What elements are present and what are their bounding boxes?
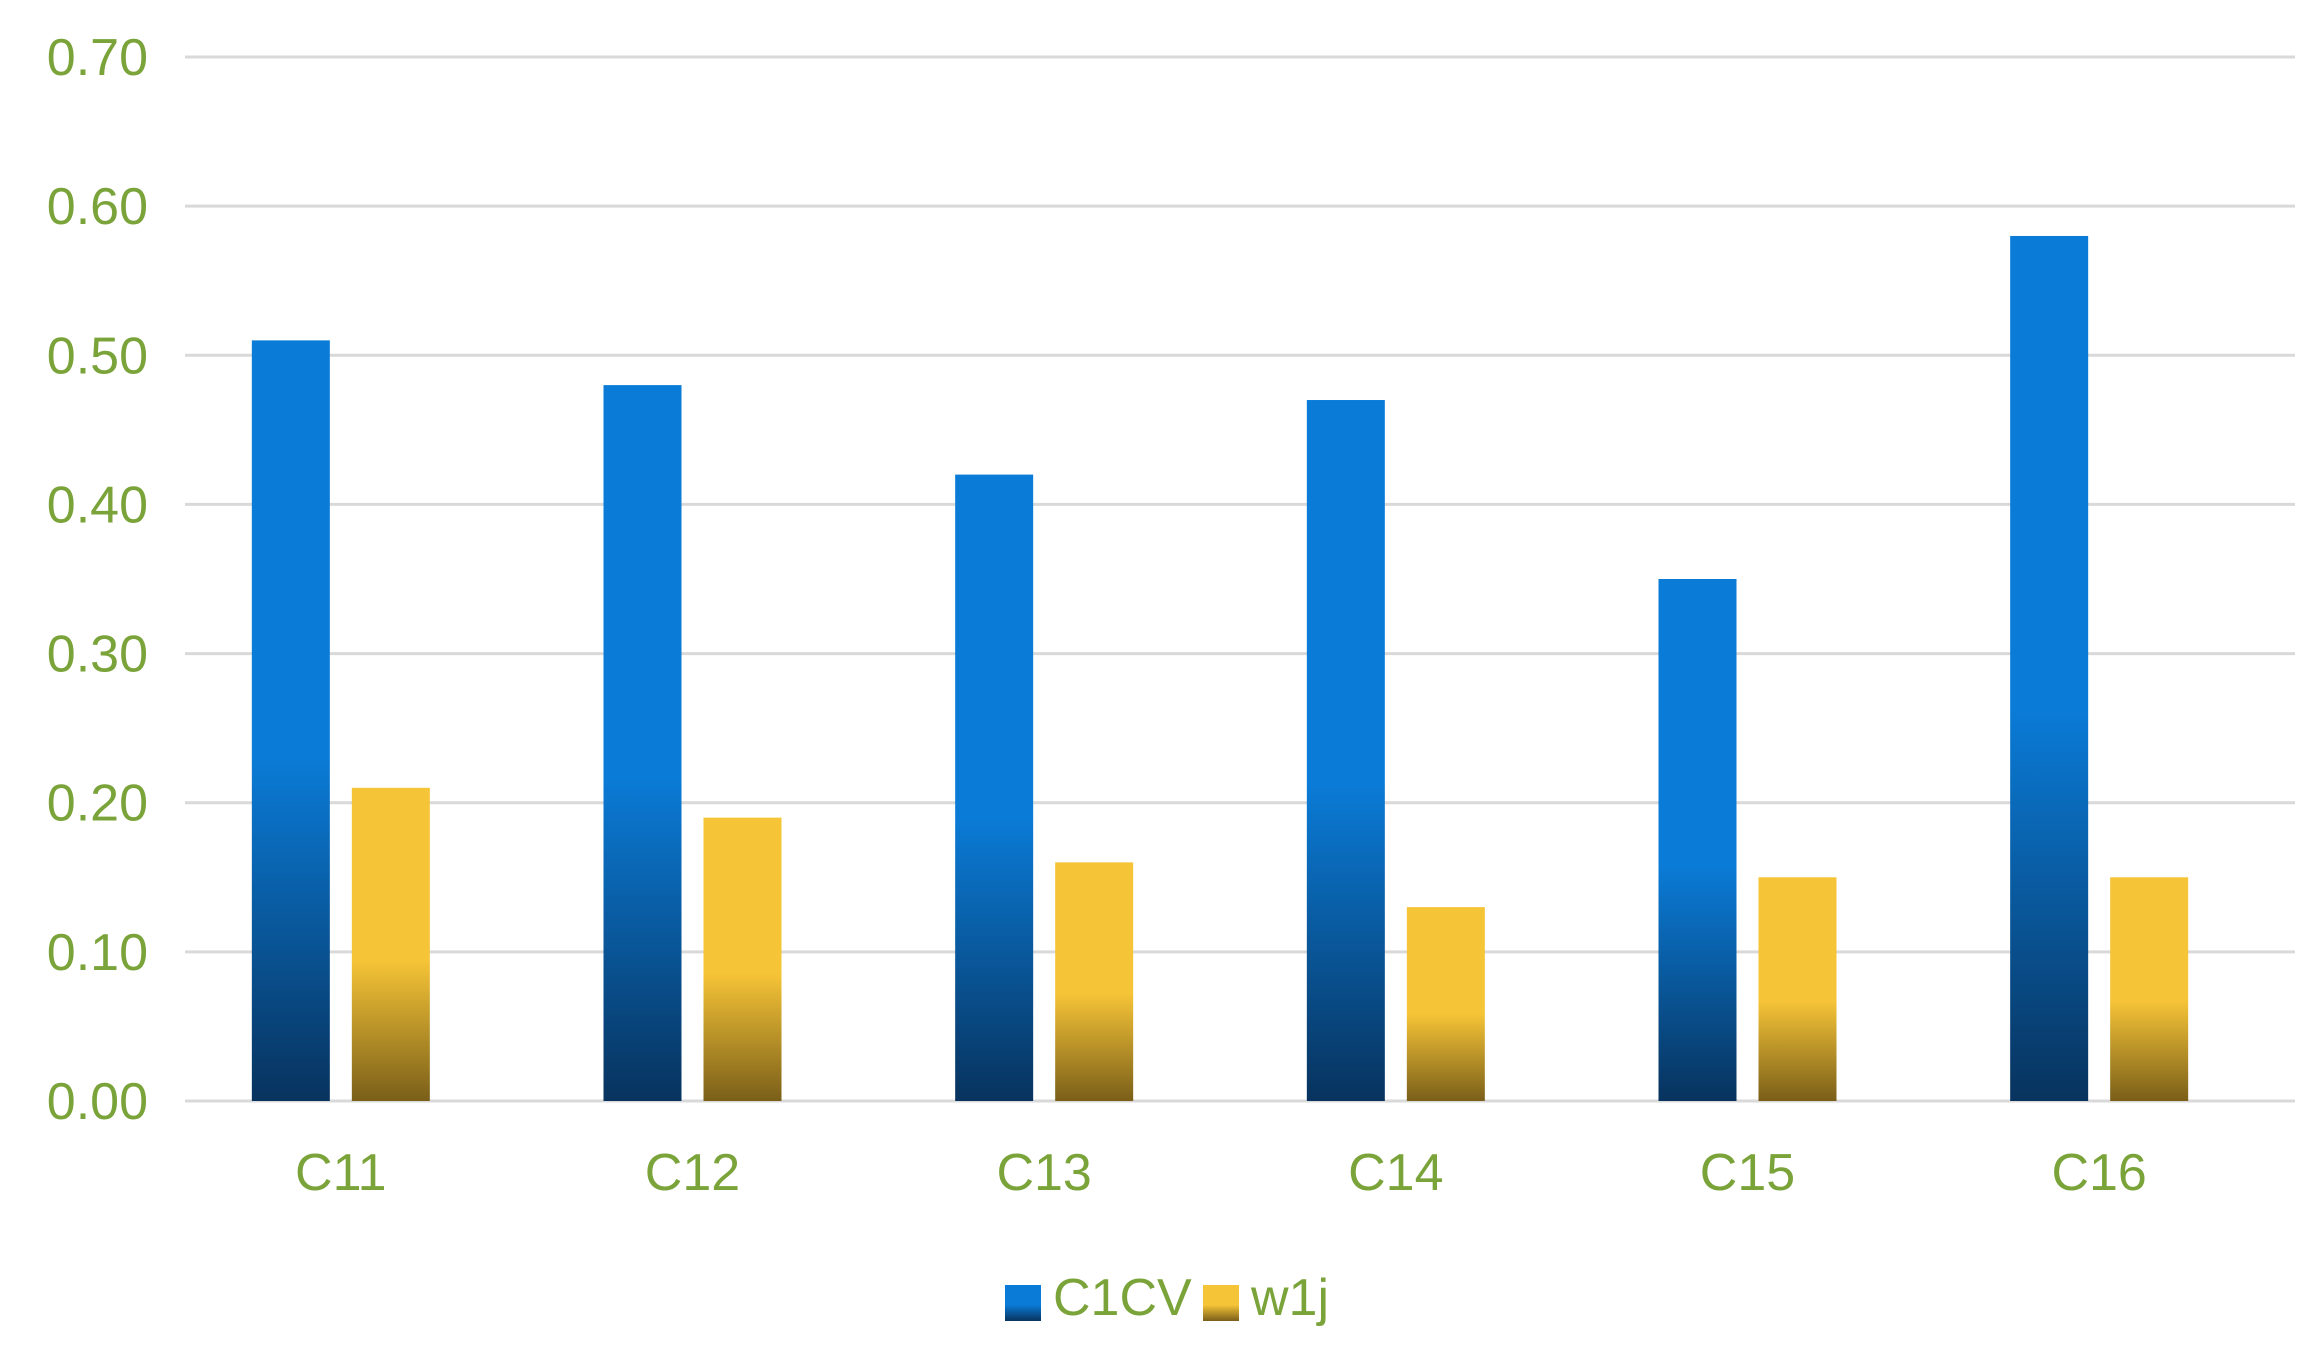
bar-w1j-C13: [1055, 862, 1134, 1101]
legend-label: C1CV: [1053, 1269, 1192, 1327]
x-tick-label: C12: [645, 1144, 740, 1202]
bar-C1CV-C15: [1658, 579, 1737, 1101]
y-tick-label: 0.40: [47, 476, 148, 534]
y-tick-label: 0.10: [47, 924, 148, 982]
bar-w1j-C15: [1758, 877, 1837, 1101]
legend: C1CV w1j: [1005, 1269, 1329, 1327]
legend-label: w1j: [1250, 1269, 1329, 1327]
y-axis-ticks: 0.00 0.10 0.20 0.30 0.40 0.50 0.60 0.70: [47, 29, 148, 1131]
y-tick-label: 0.60: [47, 178, 148, 236]
y-tick-label: 0.30: [47, 626, 148, 684]
bar-w1j-C16: [2110, 877, 2189, 1101]
bar-C1CV-C16: [2010, 235, 2089, 1101]
bar-w1j-C11: [351, 787, 430, 1101]
x-tick-label: C13: [996, 1144, 1091, 1202]
y-tick-label: 0.70: [47, 29, 148, 87]
gridlines: [185, 55, 2295, 1103]
y-tick-label: 0.50: [47, 327, 148, 385]
legend-swatch: [1005, 1285, 1041, 1321]
bar-w1j-C12: [703, 817, 782, 1101]
x-tick-label: C16: [2051, 1144, 2146, 1202]
bar-C1CV-C14: [1306, 400, 1385, 1101]
legend-swatch: [1203, 1285, 1239, 1321]
x-tick-label: C14: [1348, 1144, 1443, 1202]
bar-C1CV-C12: [603, 385, 682, 1102]
x-tick-label: C11: [295, 1144, 387, 1202]
x-tick-label: C15: [1700, 1144, 1795, 1202]
x-axis-ticks: C11 C12 C13 C14 C15 C16: [295, 1144, 2147, 1202]
bar-C1CV-C13: [955, 474, 1034, 1102]
bars: [251, 235, 2189, 1102]
bar-w1j-C14: [1406, 907, 1485, 1101]
bar-C1CV-C11: [251, 340, 330, 1101]
y-tick-label: 0.00: [47, 1073, 148, 1131]
y-tick-label: 0.20: [47, 775, 148, 833]
